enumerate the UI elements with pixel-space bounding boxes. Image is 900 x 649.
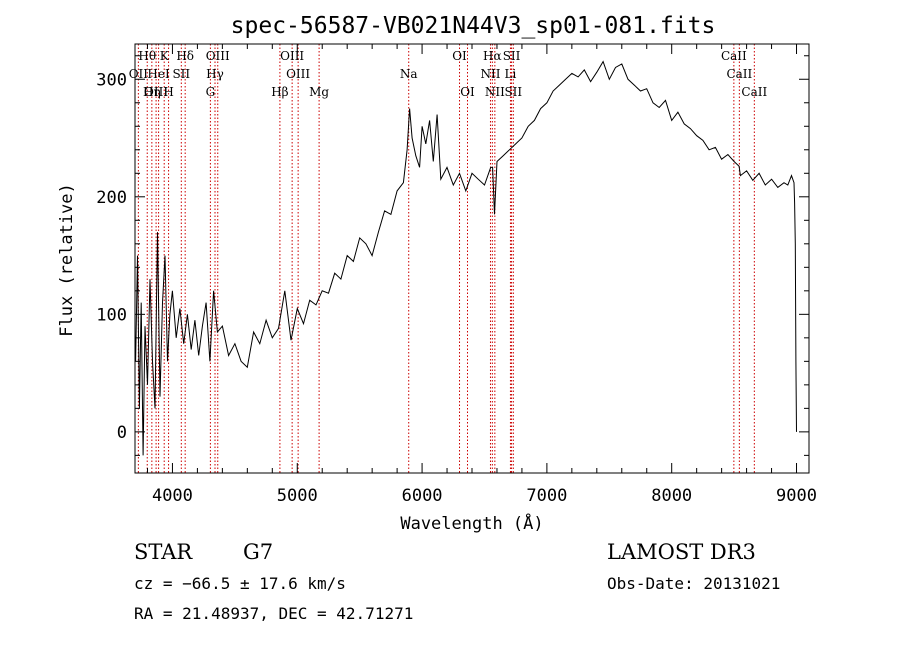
spectral-line-label: OIII (280, 49, 304, 63)
spectral-line-label: G (206, 85, 216, 99)
spectral-subclass: G7 (243, 540, 274, 564)
spectrum-line (135, 60, 797, 456)
spectral-line-label: OI (452, 49, 467, 63)
spectral-line-label: OIII (286, 67, 310, 81)
y-tick-label: 0 (117, 423, 127, 443)
spectral-line-label: HeI (147, 67, 170, 81)
spectral-line-label: OIII (206, 49, 230, 63)
spectral-line-label: Li (505, 67, 517, 81)
spectral-line-label: Hγ (206, 67, 224, 81)
x-axis-label: Wavelength (Å) (400, 512, 543, 534)
spectral-line-label: H (163, 85, 173, 99)
spectral-line-label: OII (129, 67, 149, 81)
x-tick-label: 5000 (277, 486, 318, 506)
spectral-line-label: Hβ (271, 85, 288, 99)
spectral-line-label: NII (480, 67, 500, 81)
chart-title: spec-56587-VB021N44V3_sp01-081.fits (231, 13, 716, 39)
spectral-line-label: Hδ (176, 49, 194, 63)
plot-frame (134, 43, 810, 474)
spectral-line-label: CaII (721, 49, 747, 63)
x-tick-label: 6000 (402, 486, 443, 506)
spectral-line-label: Hη (143, 85, 161, 99)
spectral-line-label: SII (504, 85, 522, 99)
spectral-line-label: SII (503, 49, 521, 63)
x-tick-label: 7000 (526, 486, 567, 506)
spectral-line-label: Na (400, 67, 418, 81)
coordinates-readout: RA = 21.48937, DEC = 42.71271 (134, 604, 414, 623)
observation-date: Obs-Date: 20131021 (607, 574, 781, 593)
spectral-line-label: CaII (741, 85, 767, 99)
axis-ticks: 4000 5000 6000 7000 8000 9000 0 100 200 300 (96, 44, 817, 506)
y-tick-label: 300 (96, 70, 127, 90)
spectral-line-label: K (160, 49, 170, 63)
object-class: STAR (134, 540, 193, 564)
spectral-line-label: CaII (726, 67, 752, 81)
y-axis-label: Flux (relative) (57, 183, 77, 337)
spectral-line-label: OI (460, 85, 475, 99)
spectral-line-label: OIII (144, 85, 168, 99)
redshift-readout: cz = −66.5 ± 17.6 km/s (134, 574, 346, 593)
x-tick-label: 8000 (651, 486, 692, 506)
spectral-line-label: NII (485, 85, 505, 99)
spectral-line-label: Mg (309, 85, 329, 99)
spectral-line-label: Hθ (138, 49, 156, 63)
spectral-line-label: Hα (483, 49, 502, 63)
y-tick-label: 200 (96, 188, 127, 208)
x-tick-label: 4000 (152, 486, 193, 506)
x-tick-label: 9000 (776, 486, 817, 506)
survey-name: LAMOST DR3 (607, 540, 756, 564)
line-markers (137, 44, 755, 473)
y-tick-label: 100 (96, 305, 127, 325)
spectral-line-label: SII (172, 67, 190, 81)
